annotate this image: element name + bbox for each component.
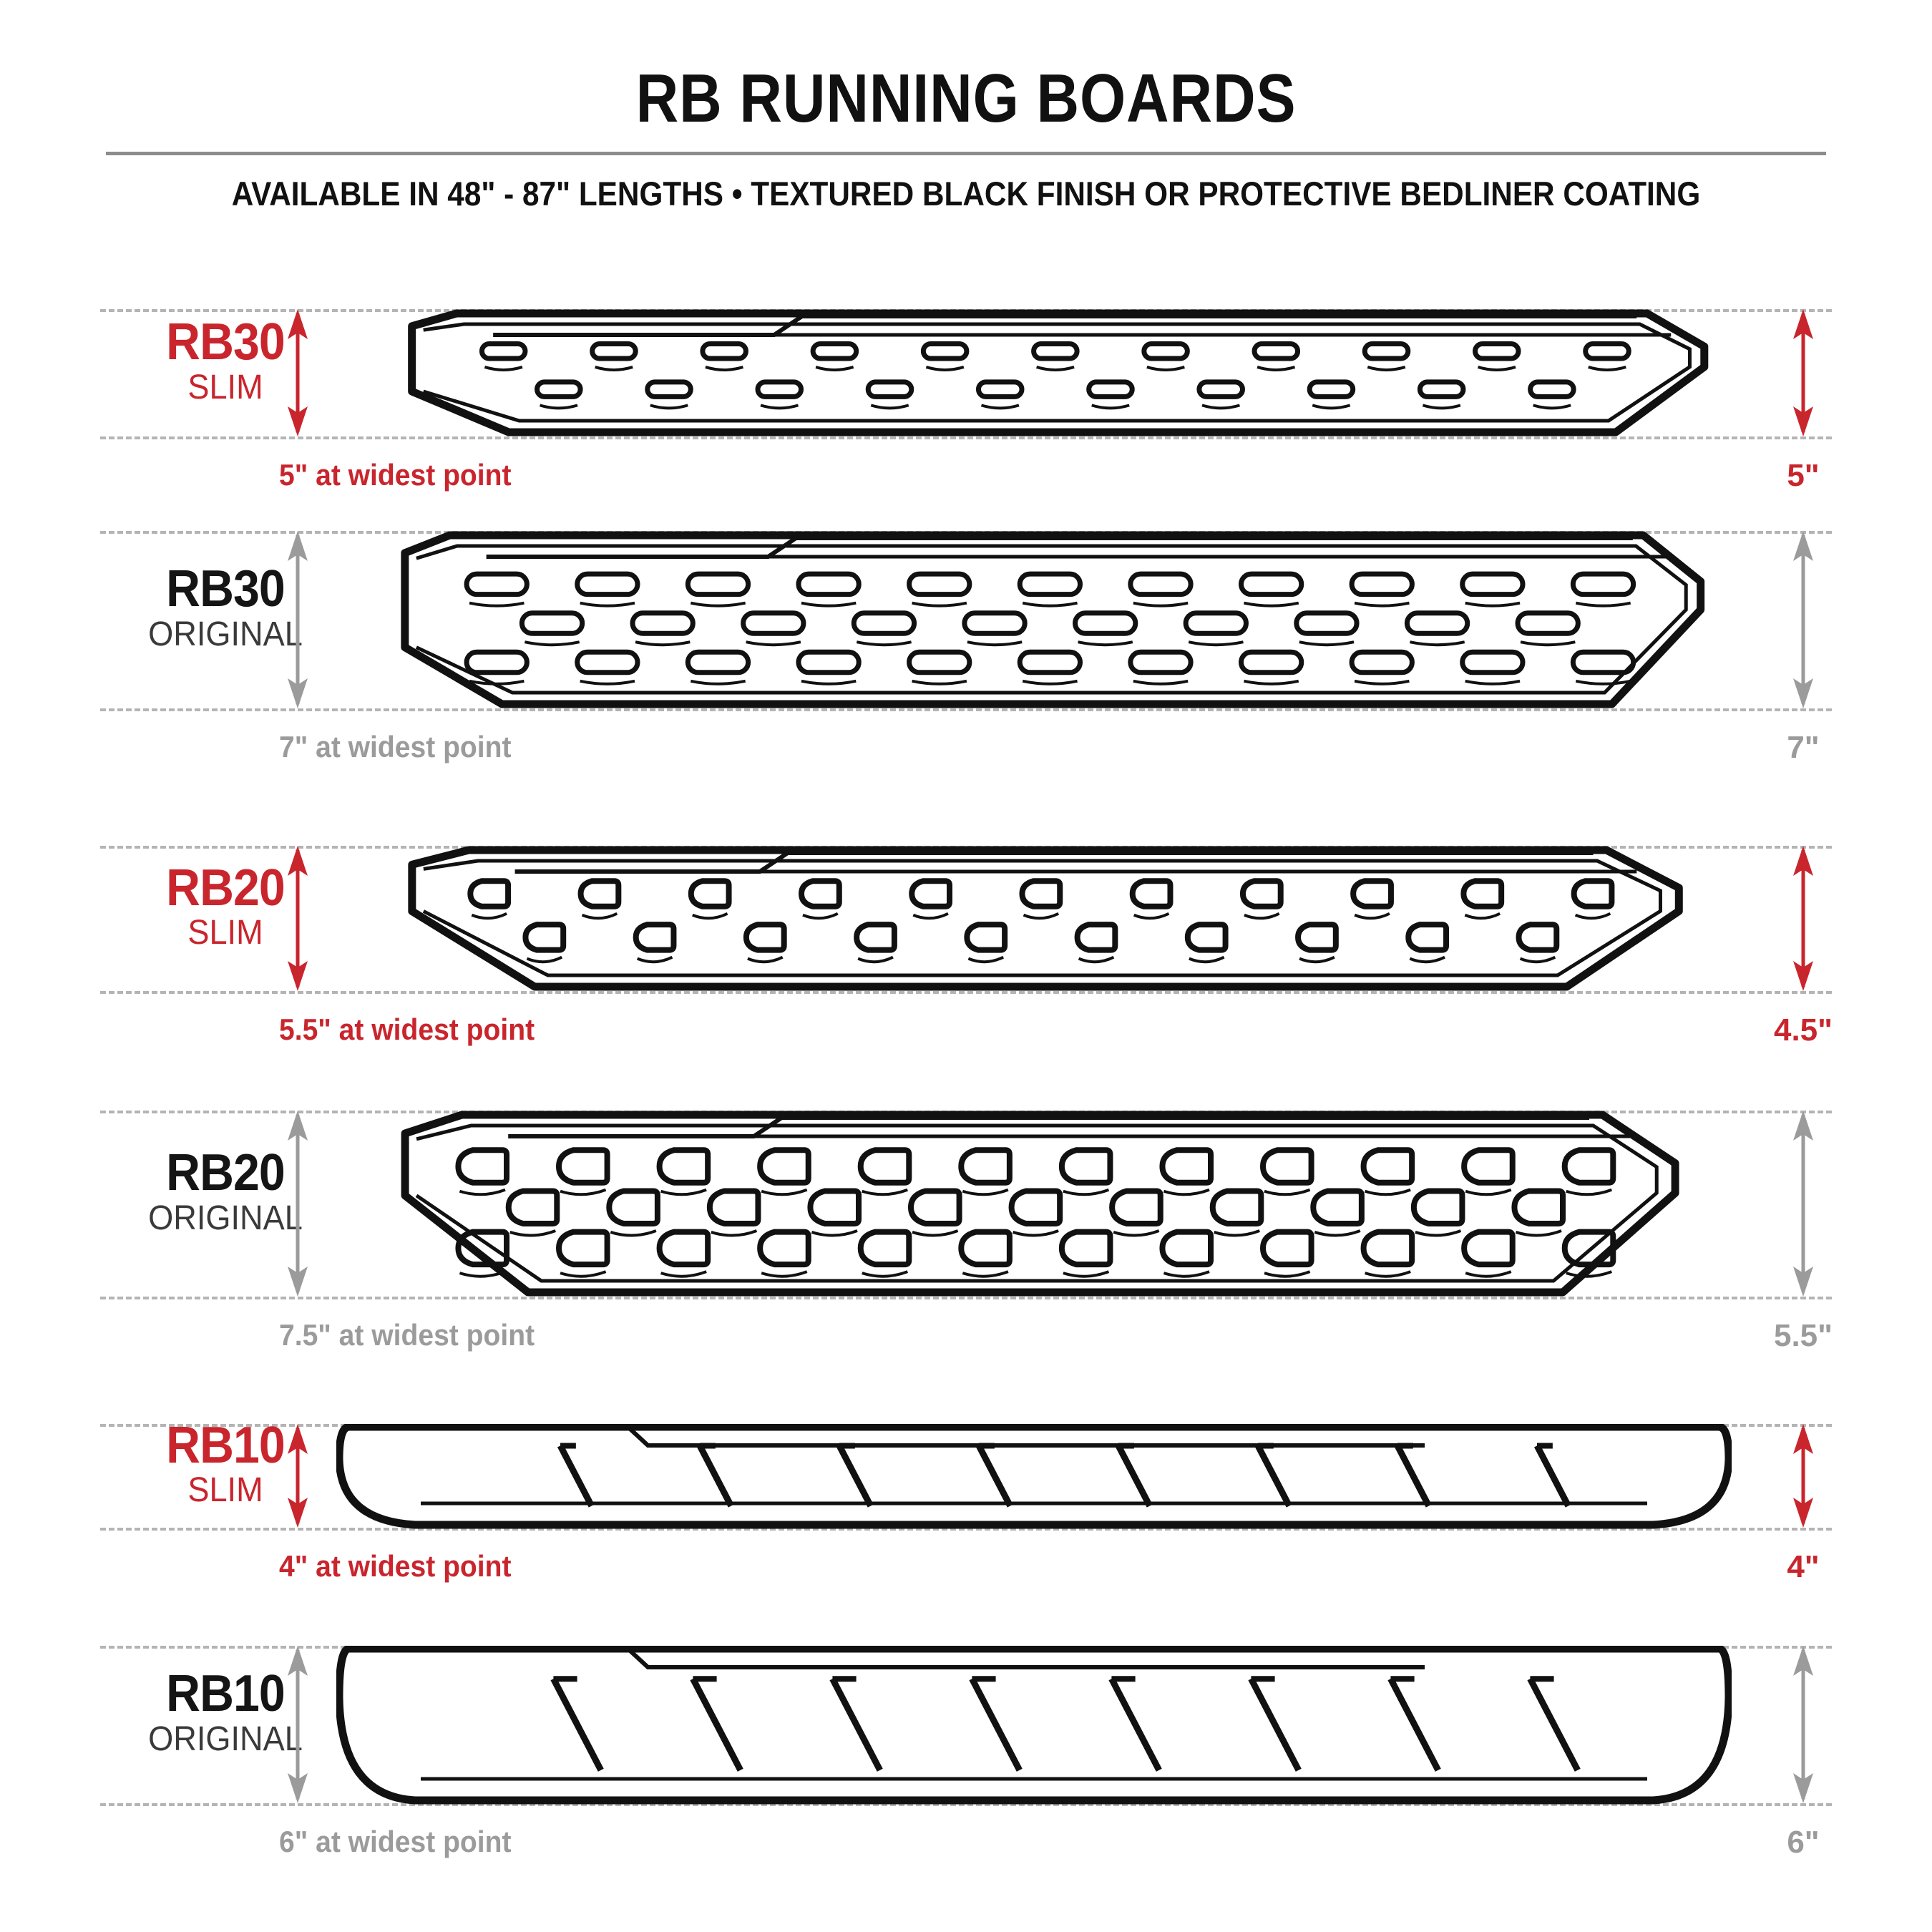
dimension-arrow-left bbox=[276, 846, 319, 991]
model-name: RB30 bbox=[166, 560, 286, 618]
title-divider bbox=[106, 152, 1826, 155]
guide-line-top bbox=[100, 1424, 1832, 1427]
guide-line-bottom bbox=[100, 1528, 1832, 1531]
width-caption: 5" at widest point bbox=[279, 458, 512, 492]
model-variant: ORIGINAL bbox=[148, 615, 303, 653]
model-label-rb30: RB30 SLIM bbox=[107, 313, 343, 407]
dimension-arrow-left bbox=[276, 531, 319, 708]
board-illustration-rb20 bbox=[336, 1111, 1728, 1325]
model-name: RB20 bbox=[166, 1144, 286, 1201]
dimension-arrow-left bbox=[276, 309, 319, 436]
dimension-arrow-left bbox=[276, 1646, 319, 1803]
guide-line-bottom bbox=[100, 991, 1832, 994]
dimension-arrow-right bbox=[1782, 531, 1825, 708]
right-dimension-label: 5" bbox=[1787, 458, 1820, 493]
right-dimension-label: 5.5" bbox=[1773, 1318, 1833, 1353]
dimension-arrow-left bbox=[276, 1111, 319, 1297]
dimension-arrow-right bbox=[1782, 309, 1825, 436]
board-illustration-rb10 bbox=[336, 1424, 1732, 1556]
header: RB RUNNING BOARDS AVAILABLE IN 48" - 87"… bbox=[106, 64, 1826, 213]
width-caption: 4" at widest point bbox=[279, 1549, 512, 1583]
dimension-arrow-right bbox=[1782, 1646, 1825, 1803]
dimension-arrow-right bbox=[1782, 846, 1825, 991]
guide-line-bottom bbox=[100, 1803, 1832, 1806]
guide-line-bottom bbox=[100, 708, 1832, 711]
dimension-arrow-right bbox=[1782, 1424, 1825, 1528]
board-illustration-rb30 bbox=[351, 531, 1742, 737]
width-caption: 6" at widest point bbox=[279, 1825, 512, 1858]
model-name: RB10 bbox=[166, 1416, 286, 1474]
right-dimension-label: 4" bbox=[1787, 1549, 1820, 1584]
model-label-rb30: RB30 ORIGINAL bbox=[107, 560, 343, 654]
board-illustration-rb20 bbox=[343, 846, 1732, 1020]
model-variant: ORIGINAL bbox=[148, 1719, 303, 1758]
guide-line-bottom bbox=[100, 436, 1832, 439]
dimension-arrow-left bbox=[276, 1424, 319, 1528]
right-dimension-label: 7" bbox=[1787, 730, 1820, 765]
model-name: RB30 bbox=[166, 313, 286, 371]
right-dimension-label: 6" bbox=[1787, 1825, 1820, 1860]
model-label-rb10: RB10 SLIM bbox=[107, 1420, 343, 1511]
model-variant: SLIM bbox=[187, 914, 263, 952]
guide-line-top bbox=[100, 846, 1832, 849]
model-variant: ORIGINAL bbox=[148, 1199, 303, 1237]
model-label-rb20: RB20 ORIGINAL bbox=[107, 1144, 343, 1238]
width-caption: 7" at widest point bbox=[279, 730, 512, 763]
guide-line-top bbox=[100, 531, 1832, 534]
model-label-rb10: RB10 ORIGINAL bbox=[107, 1665, 343, 1759]
guide-line-bottom bbox=[100, 1297, 1832, 1299]
guide-line-top bbox=[100, 309, 1832, 312]
model-name: RB20 bbox=[166, 859, 286, 917]
dimension-arrow-right bbox=[1782, 1111, 1825, 1297]
guide-line-top bbox=[100, 1111, 1832, 1113]
right-dimension-label: 4.5" bbox=[1773, 1013, 1833, 1048]
page-subtitle: AVAILABLE IN 48" - 87" LENGTHS • TEXTURE… bbox=[231, 175, 1701, 213]
model-variant: SLIM bbox=[187, 368, 263, 406]
page-title: RB RUNNING BOARDS bbox=[635, 60, 1297, 137]
board-illustration-rb10 bbox=[336, 1646, 1732, 1832]
board-illustration-rb30 bbox=[358, 309, 1746, 465]
width-caption: 5.5" at widest point bbox=[279, 1013, 535, 1046]
model-name: RB10 bbox=[166, 1665, 286, 1722]
model-variant: SLIM bbox=[187, 1471, 263, 1510]
model-label-rb20: RB20 SLIM bbox=[107, 859, 343, 953]
width-caption: 7.5" at widest point bbox=[279, 1318, 535, 1352]
guide-line-top bbox=[100, 1646, 1832, 1649]
